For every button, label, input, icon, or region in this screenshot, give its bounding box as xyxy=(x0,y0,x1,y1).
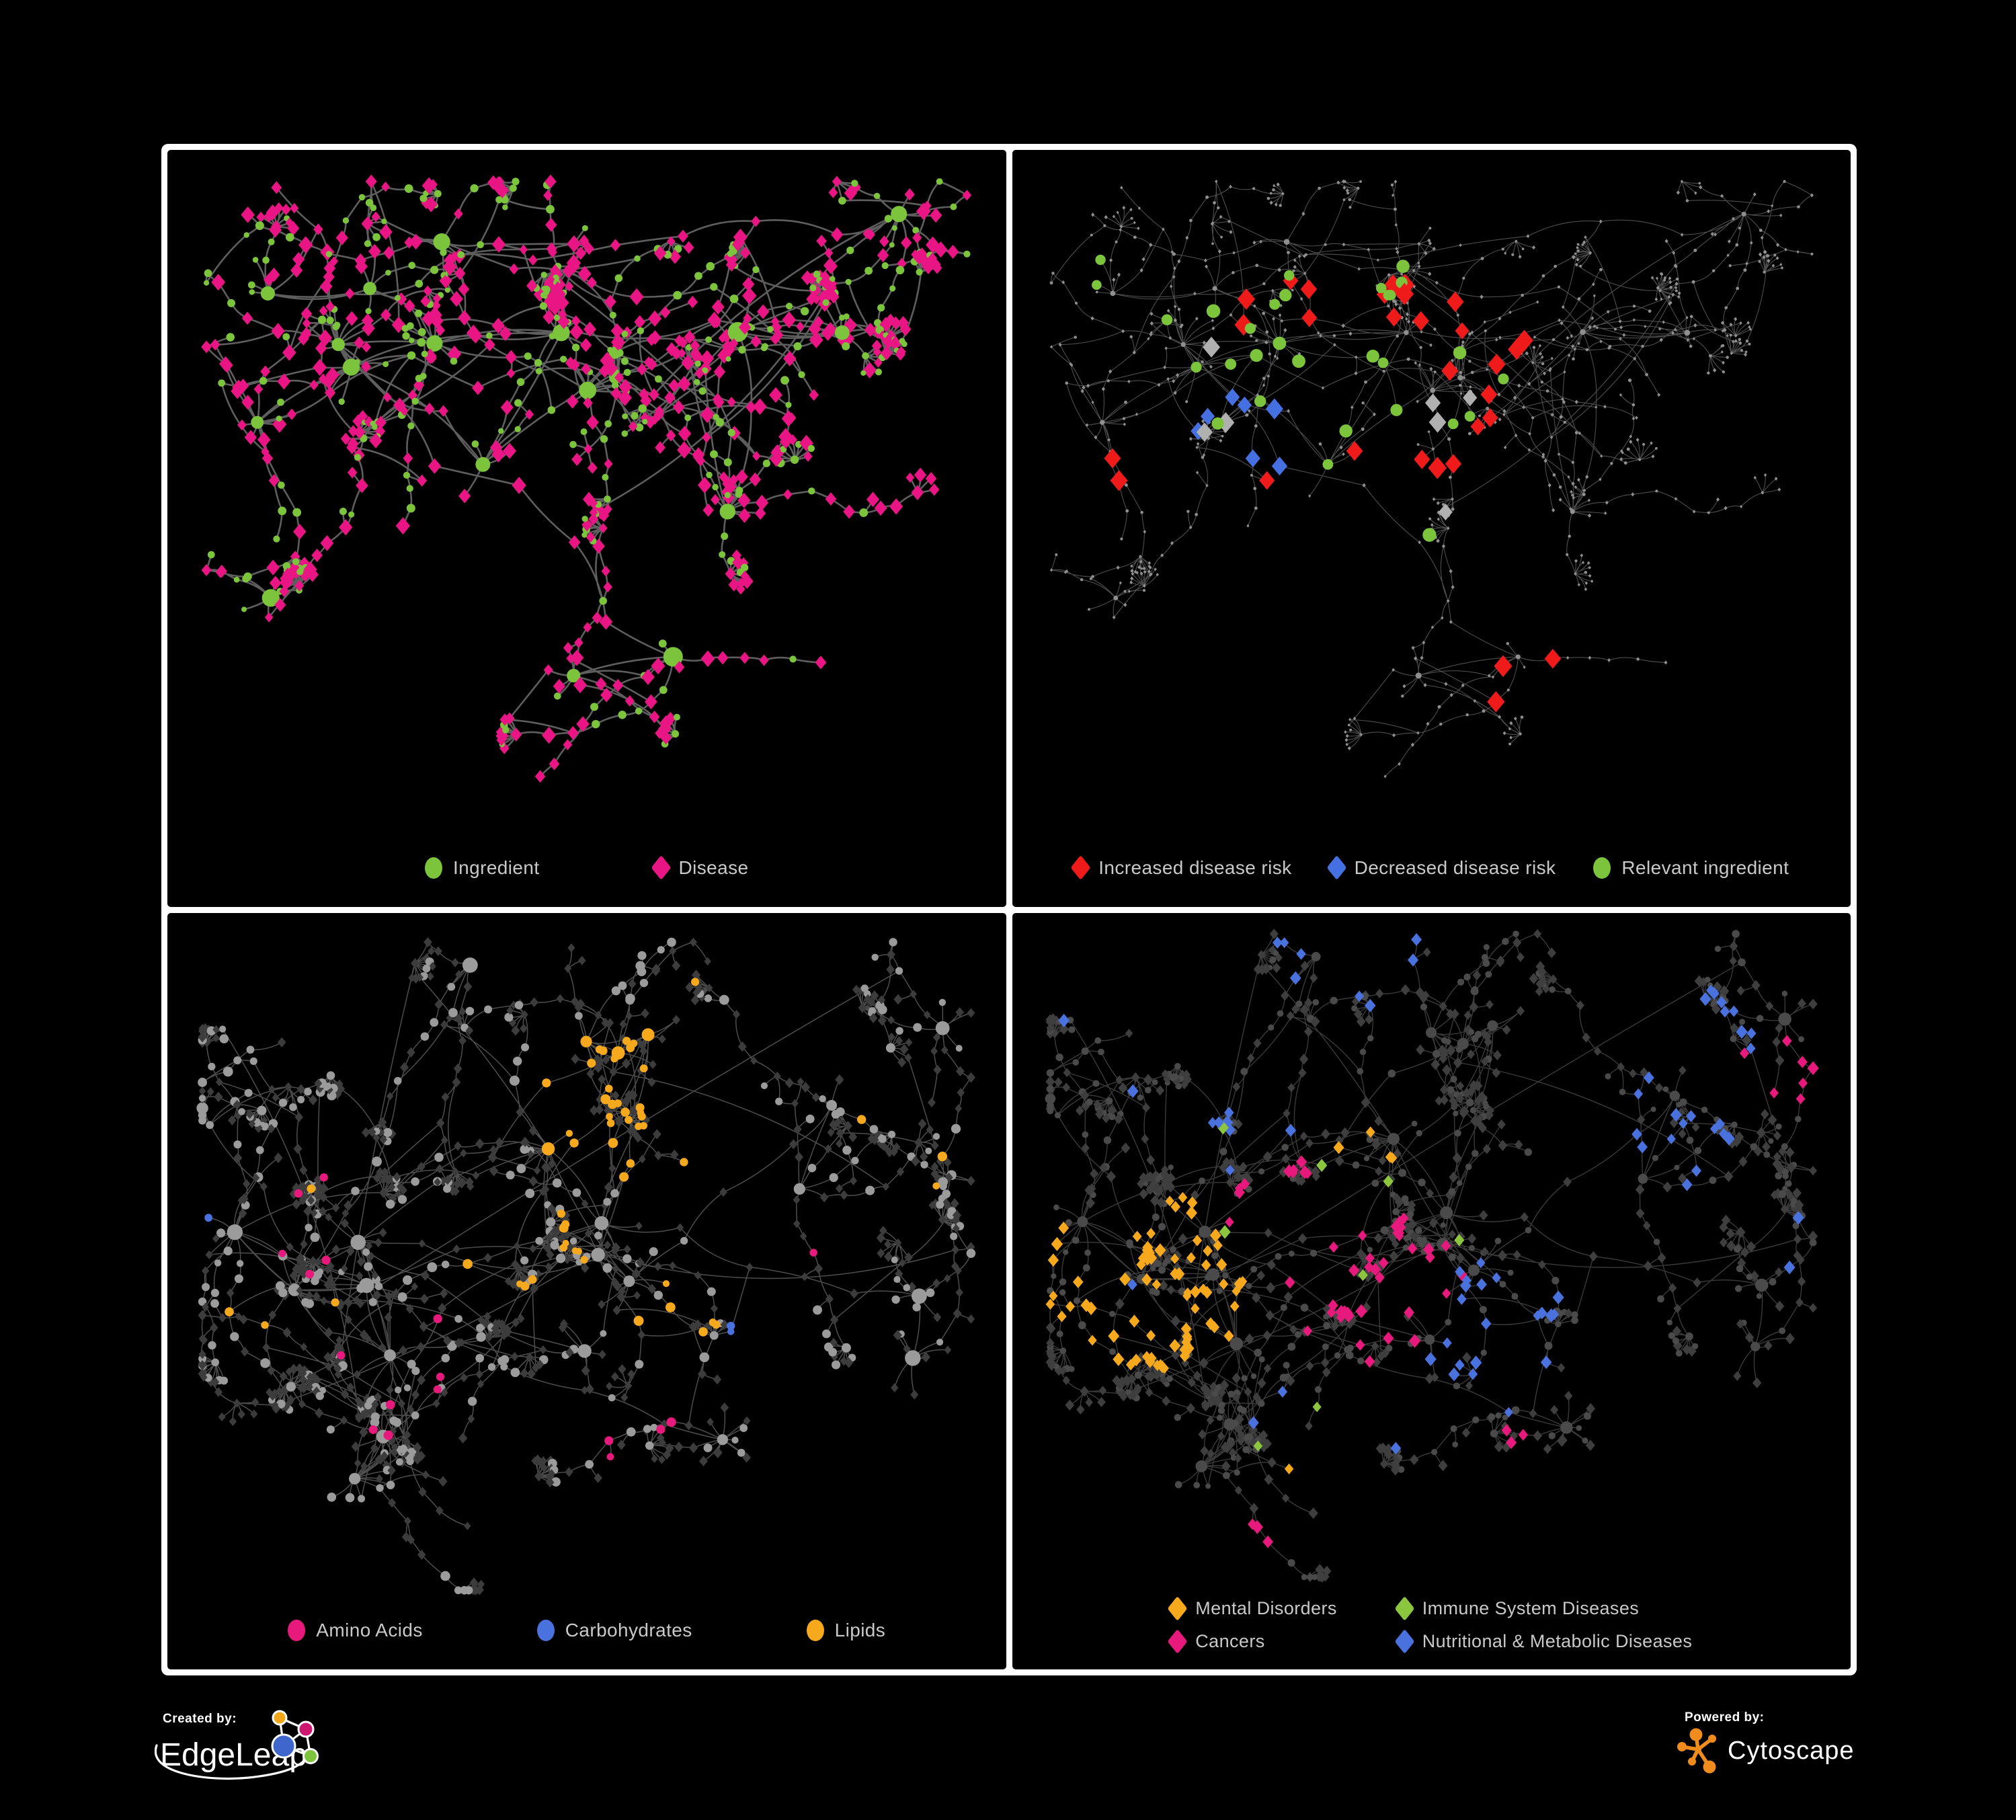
legend-label: Immune System Diseases xyxy=(1422,1598,1640,1618)
diamond-marker-icon xyxy=(1394,1595,1415,1622)
legend-disease-risk: Increased disease risk Decreased disease … xyxy=(1012,855,1851,881)
legend-label: Mental Disorders xyxy=(1195,1598,1337,1618)
cytoscape-logo: Powered by: Cytoscape xyxy=(1677,1710,1855,1774)
legend-label: Increased disease risk xyxy=(1098,857,1292,878)
legend-label: Relevant ingredient xyxy=(1621,857,1789,878)
legend-label: Ingredient xyxy=(452,857,540,878)
network-graph-disease-risk xyxy=(1049,179,1814,779)
legend-compound-classes: Amino Acids Carbohydrates Lipids xyxy=(167,1620,1006,1641)
network-graph-disease-classes xyxy=(1045,928,1819,1583)
legend-label: Amino Acids xyxy=(316,1620,423,1640)
legend-item-relevant-ingredient: Relevant ingredient xyxy=(1593,857,1789,879)
swoosh-curve xyxy=(154,1744,311,1780)
panel-disease-risk: Increased disease risk Decreased disease … xyxy=(1012,150,1851,907)
circle-marker-icon xyxy=(536,1620,555,1641)
panel-disease-classes: Mental Disorders Immune System Diseases Ca… xyxy=(1012,912,1851,1669)
legend-item-disease: Disease xyxy=(651,855,749,881)
legend-item-decreased-disease-risk: Decreased disease risk xyxy=(1326,855,1556,881)
legend-label: Cancers xyxy=(1195,1631,1265,1651)
network-graph-ingredient-disease xyxy=(201,174,972,783)
legend-item-carbohydrates: Carbohydrates xyxy=(536,1620,692,1641)
created-by-label: Created by: xyxy=(163,1712,237,1726)
panel-ingredient-disease: Ingredient Disease xyxy=(167,150,1006,907)
legend-item-amino-acids: Amino Acids xyxy=(288,1620,422,1641)
diamond-marker-icon xyxy=(1326,855,1346,881)
diamond-marker-icon xyxy=(1394,1628,1415,1655)
diamond-marker-icon xyxy=(1167,1628,1188,1655)
powered-by-badge: Powered by: Cytoscape xyxy=(1674,1702,2010,1820)
orange-node-icon xyxy=(272,1710,288,1726)
legend-label: Lipids xyxy=(834,1620,886,1640)
legend-item-lipids: Lipids xyxy=(806,1620,886,1641)
legend-disease-classes: Mental Disorders Immune System Diseases Ca… xyxy=(1012,1595,1851,1655)
circle-marker-icon xyxy=(1593,857,1611,879)
legend-item-immune-system-diseases: Immune System Diseases xyxy=(1394,1595,1692,1622)
circle-marker-icon xyxy=(288,1620,306,1641)
legend-item-ingredient: Ingredient xyxy=(424,857,540,879)
legend-label: Nutritional & Metabolic Diseases xyxy=(1422,1631,1693,1651)
legend-item-increased-disease-risk: Increased disease risk xyxy=(1070,855,1292,881)
blue-node-icon xyxy=(271,1733,296,1759)
powered-by-label: Powered by: xyxy=(1685,1710,1764,1725)
edgeleap-swoosh-icon xyxy=(154,1710,319,1780)
legend-item-mental-disorders: Mental Disorders xyxy=(1167,1595,1337,1622)
panel-compound-classes: Amino Acids Carbohydrates Lipids xyxy=(167,912,1006,1669)
network-graph-compound-classes xyxy=(196,937,976,1595)
panel-grid: Ingredient Disease Increased disease risk… xyxy=(161,144,1857,1675)
legend-label: Decreased disease risk xyxy=(1354,857,1556,878)
cytoscape-icon xyxy=(1677,1728,1716,1774)
diamond-marker-icon xyxy=(651,855,671,881)
green-node-icon xyxy=(303,1748,319,1764)
legend-label: Disease xyxy=(678,857,749,878)
created-by-badge: Created by: EdgeLeap xyxy=(154,1702,477,1820)
pink-node-icon xyxy=(297,1720,315,1738)
cytoscape-wordmark: Cytoscape xyxy=(1728,1737,1855,1765)
diamond-marker-icon xyxy=(1167,1595,1188,1622)
circle-marker-icon xyxy=(806,1620,824,1641)
circle-marker-icon xyxy=(424,857,442,879)
legend-ingredient-disease: Ingredient Disease xyxy=(167,855,1006,881)
legend-item-nutritional-metabolic-diseases: Nutritional & Metabolic Diseases xyxy=(1394,1628,1693,1655)
edgeleap-logo: Created by: EdgeLeap xyxy=(154,1710,319,1780)
legend-label: Carbohydrates xyxy=(565,1620,692,1640)
diamond-marker-icon xyxy=(1070,855,1091,881)
legend-item-cancers: Cancers xyxy=(1167,1628,1336,1655)
